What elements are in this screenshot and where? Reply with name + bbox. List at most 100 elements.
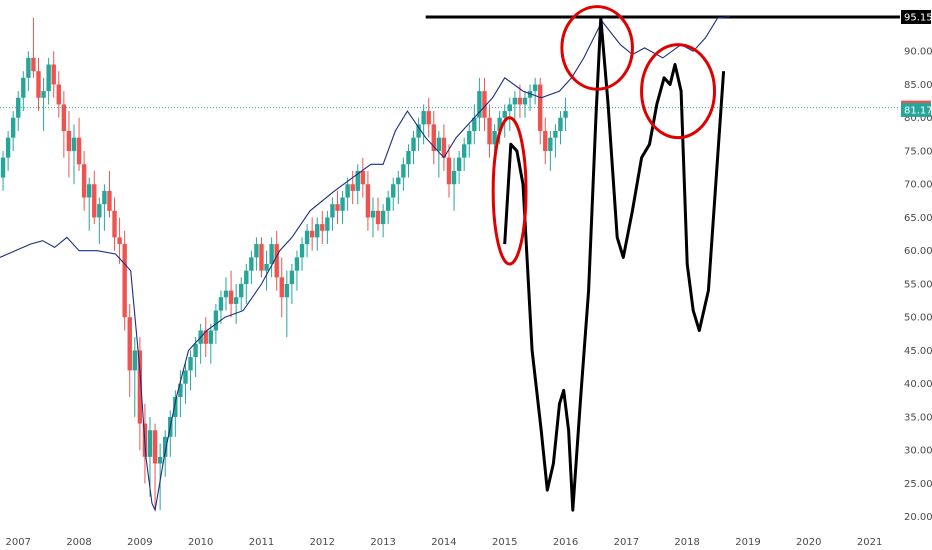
candle-body xyxy=(71,137,77,151)
candle-body xyxy=(244,270,249,284)
y-tick-label: 25.00 xyxy=(904,479,932,490)
y-tick-label: 70.00 xyxy=(904,180,932,191)
candle-body xyxy=(411,137,416,151)
overlay-black-line xyxy=(503,16,726,512)
candle-body xyxy=(304,230,310,245)
candle-body xyxy=(360,170,366,185)
candle xyxy=(5,131,11,171)
candle xyxy=(350,170,355,205)
candle xyxy=(107,170,112,218)
y-axis: 20.00 25.00 30.00 35.00 40.00 45.00 50.00 55.00… xyxy=(904,47,932,523)
y-tick-label: 90.00 xyxy=(904,47,932,58)
candle-body xyxy=(173,397,178,417)
candle-body xyxy=(391,184,396,198)
candle xyxy=(441,124,447,171)
candle xyxy=(527,84,533,112)
candle-body xyxy=(122,244,127,318)
x-axis: 2007 2008 2009 2010 2011 2012 2013 2014 2015 2016… xyxy=(6,537,883,548)
candle xyxy=(543,117,548,165)
candle-body xyxy=(233,297,239,304)
candle xyxy=(446,144,452,198)
candle-body xyxy=(213,310,219,331)
candles-layer xyxy=(0,17,568,511)
candle-body xyxy=(335,204,340,211)
candle-body xyxy=(132,350,137,371)
candle xyxy=(461,137,467,171)
candle-body xyxy=(86,184,92,198)
candle-body xyxy=(0,157,6,178)
candle-body xyxy=(406,150,411,165)
y-tick-label: 75.00 xyxy=(904,146,932,157)
candle xyxy=(487,104,492,158)
candle xyxy=(426,97,431,138)
candle xyxy=(249,250,254,284)
candle-body xyxy=(269,244,274,265)
candle-body xyxy=(487,117,492,145)
candle xyxy=(46,57,51,105)
candle xyxy=(223,277,229,311)
candle xyxy=(203,317,208,358)
candle xyxy=(16,91,21,132)
candle xyxy=(178,370,183,417)
price-tag-resistance: 95.15 xyxy=(901,9,932,24)
y-tick-label: 80.00 xyxy=(904,113,932,124)
annotation-ellipse xyxy=(491,116,528,266)
candle-body xyxy=(183,370,188,384)
candle-body xyxy=(239,283,244,298)
candle xyxy=(451,157,457,211)
candle-body xyxy=(208,330,214,344)
candle xyxy=(157,443,163,511)
candle xyxy=(36,57,41,112)
candle xyxy=(436,131,442,178)
candle-body xyxy=(279,277,284,298)
candle-body xyxy=(223,290,229,298)
candle xyxy=(517,84,523,118)
candle-body xyxy=(92,184,97,218)
candle-body xyxy=(532,84,538,92)
candle xyxy=(198,323,203,364)
candle-body xyxy=(97,204,102,218)
candle xyxy=(299,237,305,271)
candle-body xyxy=(188,357,193,371)
candle-body xyxy=(396,177,401,185)
x-tick-label: 2021 xyxy=(857,537,882,548)
candle-body xyxy=(446,157,452,185)
candle-body xyxy=(102,190,107,205)
candle xyxy=(102,184,107,231)
x-tick-label: 2015 xyxy=(492,537,517,548)
candle xyxy=(401,157,406,191)
candle xyxy=(31,17,36,78)
candle-body xyxy=(416,124,421,138)
y-tick-label: 50.00 xyxy=(904,313,932,324)
candle xyxy=(416,117,421,151)
candle-body xyxy=(147,430,153,457)
candle-body xyxy=(507,104,512,112)
candle-body xyxy=(467,131,472,145)
candle-body xyxy=(31,57,36,72)
x-tick-label: 2011 xyxy=(249,537,274,548)
candle xyxy=(365,170,371,231)
candle-body xyxy=(558,117,563,132)
candle-body xyxy=(563,111,568,118)
candle-body xyxy=(325,217,330,231)
candle-body xyxy=(451,170,457,185)
candle xyxy=(97,197,102,245)
candle xyxy=(208,323,214,364)
candle xyxy=(61,91,67,158)
x-tick-label: 2018 xyxy=(674,537,699,548)
candle xyxy=(335,190,340,225)
candle-body xyxy=(385,197,391,211)
x-tick-label: 2009 xyxy=(127,537,152,548)
y-tick-label: 60.00 xyxy=(904,246,932,257)
candle xyxy=(360,157,366,198)
candle-body xyxy=(284,283,290,298)
candle xyxy=(173,390,178,437)
candle xyxy=(507,97,512,132)
candle-body xyxy=(10,117,16,138)
candle-body xyxy=(66,131,72,151)
candle xyxy=(385,190,391,225)
candle-body xyxy=(81,164,87,198)
candle xyxy=(117,217,122,265)
